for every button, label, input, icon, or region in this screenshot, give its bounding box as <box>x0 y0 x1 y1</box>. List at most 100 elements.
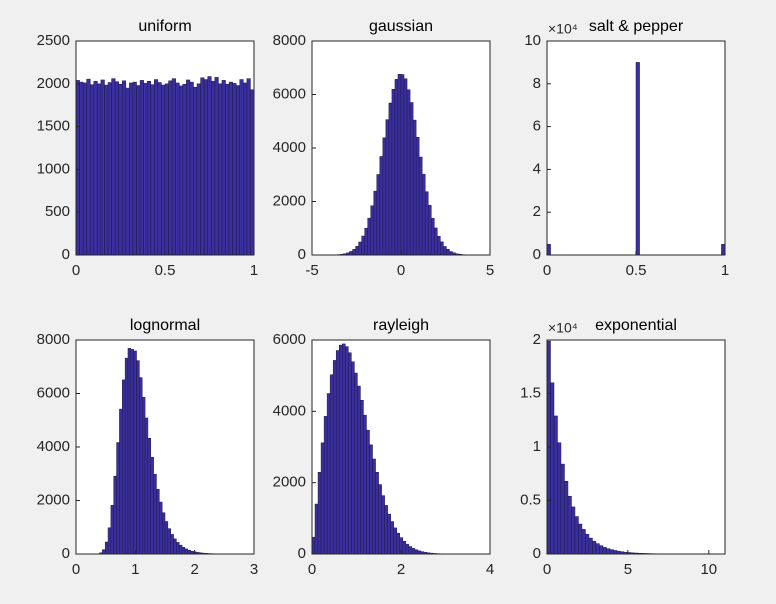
histogram-bar <box>113 475 117 555</box>
x-tick-label: 0.5 <box>626 262 647 279</box>
histogram-bar <box>168 80 173 256</box>
y-tick-label: 8000 <box>37 331 70 348</box>
histogram-bar <box>119 408 123 555</box>
y-multiplier: ×10⁴ <box>548 21 578 37</box>
histogram-bar <box>82 82 87 256</box>
histogram-bar <box>384 505 388 555</box>
histogram-bar <box>129 82 134 256</box>
histogram-bar <box>132 81 137 256</box>
histogram-bar <box>446 248 450 256</box>
histogram-bar <box>118 83 123 256</box>
histogram-bar <box>348 352 352 555</box>
histogram-bar <box>409 102 414 256</box>
histogram-bar <box>211 80 216 256</box>
histogram-bar <box>373 190 378 256</box>
x-tick-label: 4 <box>486 561 494 578</box>
y-tick-label: 1.5 <box>520 384 541 401</box>
subplot-title: rayleigh <box>373 317 429 334</box>
histogram-bar <box>218 83 223 256</box>
histogram-bar <box>156 488 160 555</box>
x-tick-label: 0 <box>543 561 551 578</box>
histogram-bar <box>378 484 382 555</box>
histogram-bar <box>146 80 152 256</box>
histogram-bar <box>424 191 429 256</box>
histogram-bar <box>367 217 371 256</box>
histogram-bar <box>314 503 319 555</box>
histogram-bar <box>97 83 102 256</box>
histogram-bar <box>323 416 328 555</box>
y-tick-label: 8 <box>533 75 541 92</box>
histogram-bar <box>243 82 248 256</box>
histogram-bar <box>592 540 597 555</box>
histogram-bar <box>176 542 180 555</box>
histogram-bar <box>147 438 152 555</box>
y-tick-label: 6000 <box>37 384 70 401</box>
x-tick-label: 5 <box>624 561 632 578</box>
histogram-bar <box>235 85 241 256</box>
histogram-bar <box>342 343 346 555</box>
x-tick-label: 0 <box>543 262 551 279</box>
histogram-bar <box>189 81 194 256</box>
histogram-bar <box>567 495 572 555</box>
histogram-bar <box>397 74 402 256</box>
y-tick-label: 10 <box>524 32 541 49</box>
histogram-bar <box>75 80 80 256</box>
histogram-bar <box>116 442 120 555</box>
histogram-bar <box>553 415 558 555</box>
histogram-bar <box>546 244 551 256</box>
histogram-bar <box>370 205 375 256</box>
histogram-bar <box>186 79 191 256</box>
y-tick-label: 4000 <box>273 402 306 419</box>
histogram-bar <box>354 372 358 555</box>
histogram-bar <box>161 512 166 555</box>
histogram-bar <box>427 205 432 256</box>
histogram-bar <box>200 77 205 256</box>
histogram-bar <box>381 495 385 555</box>
histogram-bar <box>391 89 396 256</box>
histogram-bar <box>434 227 438 256</box>
y-tick-label: 1 <box>533 438 541 455</box>
y-tick-label: 0 <box>533 246 541 263</box>
histogram-bar <box>181 547 186 555</box>
histogram-bar <box>345 346 349 555</box>
histogram-bar <box>239 79 244 256</box>
y-tick-label: 4000 <box>273 139 306 156</box>
histogram-bar <box>394 79 399 256</box>
histogram-bar <box>388 102 393 256</box>
histogram-bar <box>130 349 134 555</box>
y-tick-label: 0 <box>62 545 70 562</box>
histogram-bar <box>588 537 593 555</box>
histogram-bar <box>89 84 95 256</box>
y-tick-label: 0 <box>298 246 306 263</box>
histogram-bar <box>364 227 368 256</box>
x-tick-label: 1 <box>721 262 729 279</box>
histogram-bar <box>581 529 586 555</box>
subplot-title: gaussian <box>369 18 433 35</box>
histogram-bar <box>412 119 417 256</box>
histogram-bar <box>385 119 390 256</box>
histogram-bar <box>550 382 555 555</box>
histogram-bar <box>136 85 141 256</box>
x-tick-label: -5 <box>305 262 318 279</box>
histogram-bar <box>102 549 106 555</box>
histogram-bar <box>360 400 364 555</box>
histogram-bar <box>599 545 604 555</box>
histogram-bar <box>159 501 163 555</box>
histogram-bar <box>171 78 176 256</box>
histogram-bar <box>144 417 149 555</box>
histogram-bar <box>387 513 391 555</box>
histogram-bar <box>139 377 143 555</box>
histogram-bar <box>578 523 583 555</box>
y-tick-label: 2 <box>533 331 541 348</box>
histogram-bar <box>357 385 361 555</box>
histogram-bar <box>382 137 387 256</box>
x-tick-label: 2 <box>397 561 405 578</box>
y-tick-label: 0 <box>298 545 306 562</box>
histogram-bar <box>228 81 233 256</box>
histogram-bar <box>449 251 453 256</box>
histogram-bar <box>136 360 140 555</box>
histogram-bar <box>178 85 184 256</box>
x-tick-label: 1 <box>131 561 139 578</box>
subplot-title: lognormal <box>130 317 200 334</box>
